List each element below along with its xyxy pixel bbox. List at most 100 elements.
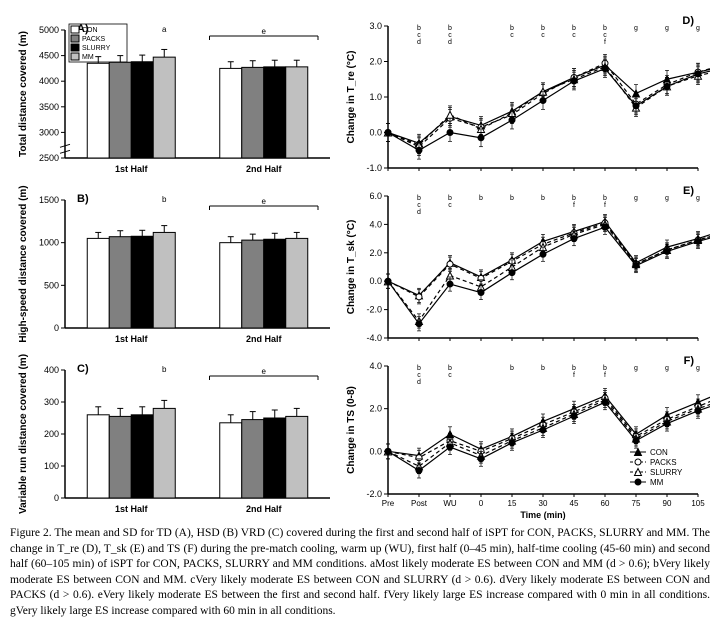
svg-text:b: b: [162, 365, 167, 374]
svg-text:f: f: [573, 202, 575, 209]
svg-text:c: c: [448, 202, 452, 209]
svg-text:High-speed distance covered (m: High-speed distance covered (m): [18, 185, 29, 342]
svg-text:1st Half: 1st Half: [115, 504, 149, 514]
svg-text:c: c: [603, 32, 607, 39]
svg-text:Change in TS (0-8): Change in TS (0-8): [346, 386, 357, 474]
svg-text:5000: 5000: [39, 25, 59, 35]
svg-text:1st Half: 1st Half: [115, 164, 149, 174]
svg-text:f: f: [604, 39, 606, 46]
svg-text:F): F): [684, 355, 695, 367]
svg-text:g: g: [665, 195, 669, 202]
svg-text:2.0: 2.0: [369, 248, 382, 258]
svg-text:b: b: [541, 25, 545, 32]
svg-text:1.0: 1.0: [369, 92, 382, 102]
svg-text:2nd Half: 2nd Half: [246, 334, 283, 344]
svg-text:SLURRY: SLURRY: [650, 468, 683, 477]
svg-text:f: f: [604, 372, 606, 379]
svg-text:6.0: 6.0: [369, 191, 382, 201]
svg-text:1st Half: 1st Half: [115, 334, 149, 344]
svg-text:b: b: [162, 195, 167, 204]
svg-text:1500: 1500: [39, 195, 59, 205]
svg-text:CON: CON: [650, 448, 668, 457]
svg-text:e: e: [262, 367, 267, 376]
svg-text:Change in T_re (°C): Change in T_re (°C): [346, 51, 357, 144]
svg-text:g: g: [665, 25, 669, 32]
svg-text:c: c: [541, 32, 545, 39]
svg-text:e: e: [262, 197, 267, 206]
svg-text:Post: Post: [411, 499, 428, 508]
svg-text:3000: 3000: [39, 127, 59, 137]
svg-text:-2.0: -2.0: [366, 305, 382, 315]
svg-text:100: 100: [44, 461, 59, 471]
svg-text:c: c: [448, 32, 452, 39]
svg-text:b: b: [572, 365, 576, 372]
svg-text:g: g: [696, 195, 700, 202]
svg-text:d: d: [417, 379, 421, 386]
svg-text:g: g: [634, 195, 638, 202]
figure-caption: Figure 2. The mean and SD for TD (A), HS…: [10, 526, 710, 619]
svg-text:C): C): [77, 363, 89, 375]
svg-text:g: g: [665, 365, 669, 372]
svg-text:b: b: [541, 365, 545, 372]
svg-text:d: d: [417, 39, 421, 46]
svg-text:Total distance covered (m): Total distance covered (m): [18, 31, 29, 157]
svg-text:Change in T_sk (°C): Change in T_sk (°C): [346, 220, 357, 315]
svg-text:b: b: [417, 365, 421, 372]
svg-text:b: b: [417, 25, 421, 32]
svg-text:75: 75: [632, 499, 641, 508]
svg-text:0.0: 0.0: [369, 128, 382, 138]
svg-text:4000: 4000: [39, 76, 59, 86]
svg-text:30: 30: [539, 499, 548, 508]
svg-text:c: c: [572, 32, 576, 39]
svg-text:0: 0: [54, 323, 59, 333]
svg-text:a: a: [162, 25, 167, 34]
svg-text:c: c: [448, 372, 452, 379]
svg-text:2nd Half: 2nd Half: [246, 164, 283, 174]
svg-text:g: g: [634, 365, 638, 372]
svg-text:b: b: [510, 365, 514, 372]
svg-text:0.0: 0.0: [369, 446, 382, 456]
svg-text:b: b: [603, 365, 607, 372]
svg-text:4.0: 4.0: [369, 219, 382, 229]
svg-text:c: c: [417, 32, 421, 39]
svg-text:CON: CON: [82, 27, 98, 34]
svg-text:WU: WU: [443, 499, 457, 508]
svg-text:0: 0: [54, 493, 59, 503]
svg-text:SLURRY: SLURRY: [82, 45, 111, 52]
svg-text:Variable run distance covered: Variable run distance covered (m): [18, 354, 29, 514]
svg-text:MM: MM: [82, 54, 94, 61]
svg-text:15: 15: [508, 499, 517, 508]
svg-text:90: 90: [663, 499, 672, 508]
svg-text:PACKS: PACKS: [650, 458, 677, 467]
svg-text:g: g: [634, 25, 638, 32]
svg-text:D): D): [682, 15, 694, 27]
svg-text:g: g: [696, 365, 700, 372]
svg-text:b: b: [448, 365, 452, 372]
svg-text:b: b: [603, 195, 607, 202]
svg-text:f: f: [573, 372, 575, 379]
svg-text:Pre: Pre: [382, 499, 395, 508]
svg-text:500: 500: [44, 280, 59, 290]
svg-text:d: d: [448, 39, 452, 46]
svg-text:-1.0: -1.0: [366, 163, 382, 173]
svg-text:E): E): [683, 185, 694, 197]
svg-text:400: 400: [44, 365, 59, 375]
svg-text:b: b: [448, 25, 452, 32]
svg-text:b: b: [572, 25, 576, 32]
svg-text:c: c: [417, 372, 421, 379]
svg-text:g: g: [696, 25, 700, 32]
svg-text:b: b: [572, 195, 576, 202]
figure-grid: 250030003500400045005000Total distance c…: [10, 10, 710, 520]
svg-text:105: 105: [691, 499, 705, 508]
panel-C: 0100200300400Variable run distance cover…: [10, 350, 340, 520]
svg-text:3500: 3500: [39, 102, 59, 112]
svg-text:d: d: [417, 209, 421, 216]
svg-text:2.0: 2.0: [369, 57, 382, 67]
svg-text:1000: 1000: [39, 238, 59, 248]
svg-text:b: b: [541, 195, 545, 202]
svg-text:45: 45: [570, 499, 579, 508]
svg-text:b: b: [448, 195, 452, 202]
svg-text:3.0: 3.0: [369, 21, 382, 31]
svg-text:PACKS: PACKS: [82, 36, 106, 43]
svg-text:b: b: [479, 195, 483, 202]
